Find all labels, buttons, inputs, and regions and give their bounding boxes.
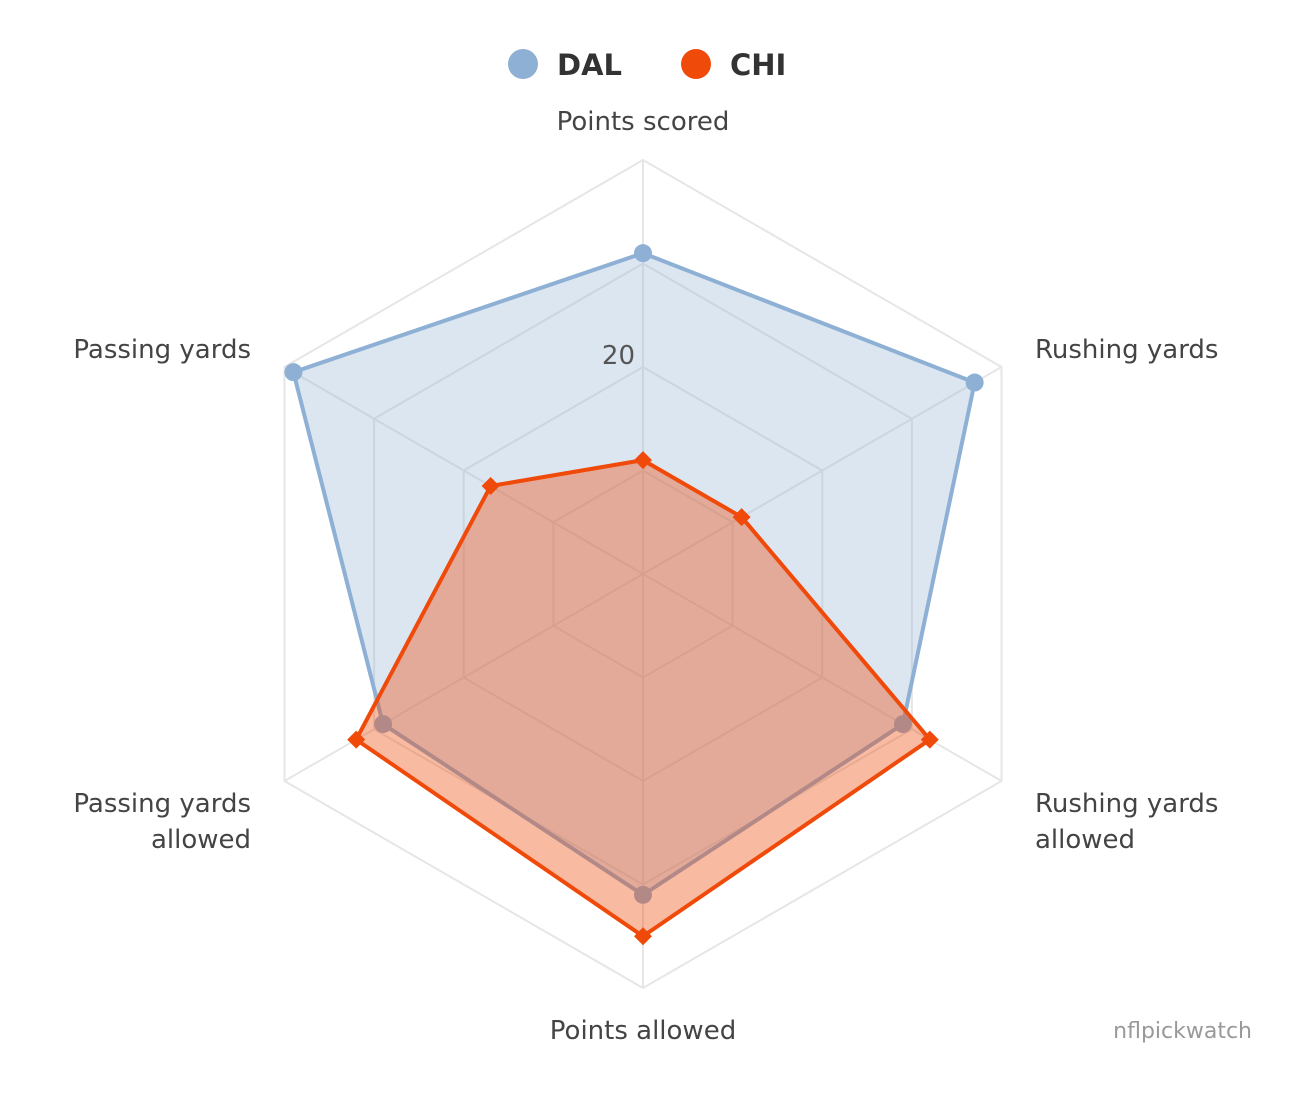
axis-label-4: Passing yards allowed xyxy=(73,789,251,855)
axis-label-0: Points scored xyxy=(557,107,730,137)
data-point-chi-1[interactable] xyxy=(732,508,751,527)
legend-marker-chi xyxy=(681,49,711,79)
data-point-chi-5[interactable] xyxy=(481,477,500,496)
series-layer xyxy=(284,244,984,946)
grid-spoke-5 xyxy=(283,366,644,575)
data-point-chi-4[interactable] xyxy=(347,730,366,749)
data-point-dal-5[interactable] xyxy=(284,363,303,382)
data-point-chi-2[interactable] xyxy=(920,730,939,749)
radar-grid xyxy=(283,158,1003,990)
radial-tick-labels: 20 xyxy=(602,341,635,371)
axis-label-0-line-0: Points scored xyxy=(557,107,730,137)
data-point-dal-3[interactable] xyxy=(634,885,652,904)
legend-label-dal: DAL xyxy=(557,48,622,82)
data-point-dal-4[interactable] xyxy=(374,715,393,734)
data-point-dal-0[interactable] xyxy=(634,244,652,263)
grid-spoke-4 xyxy=(283,573,644,782)
credit-text[interactable]: nflpickwatch xyxy=(1113,1019,1252,1044)
legend-marker-dal xyxy=(508,49,538,79)
axis-label-2-line-1: allowed xyxy=(1035,825,1135,855)
axis-label-5: Passing yards xyxy=(73,335,251,365)
axis-label-1: Rushing yards xyxy=(1035,335,1218,365)
series-area-dal xyxy=(293,253,975,895)
data-point-chi-0[interactable] xyxy=(634,451,652,470)
data-point-dal-1[interactable] xyxy=(965,373,984,392)
axis-labels: Points scored Rushing yards Rushing yards a… xyxy=(73,107,1218,1046)
radial-tick-label-0: 20 xyxy=(602,341,635,371)
series-area-chi xyxy=(356,460,930,937)
axis-label-1-line-0: Rushing yards xyxy=(1035,335,1218,365)
data-point-chi-3[interactable] xyxy=(634,927,652,946)
legend-item-dal[interactable]: DAL xyxy=(508,48,622,82)
series-chi xyxy=(347,451,939,946)
legend: DAL CHI xyxy=(508,48,786,82)
legend-label-chi: CHI xyxy=(730,48,786,82)
grid-spoke-2 xyxy=(642,573,1003,782)
axis-label-3: Points allowed xyxy=(550,1016,736,1046)
series-dal xyxy=(284,244,984,904)
axis-label-2: Rushing yards allowed xyxy=(1035,789,1218,855)
axis-label-2-line-0: Rushing yards xyxy=(1035,789,1218,819)
axis-label-4-line-0: Passing yards xyxy=(73,789,251,819)
grid-spoke-1 xyxy=(642,366,1003,575)
data-point-dal-2[interactable] xyxy=(893,715,912,734)
axis-label-3-line-0: Points allowed xyxy=(550,1016,736,1046)
legend-item-chi[interactable]: CHI xyxy=(681,48,786,82)
axis-label-5-line-0: Passing yards xyxy=(73,335,251,365)
axis-label-4-line-1: allowed xyxy=(151,825,251,855)
